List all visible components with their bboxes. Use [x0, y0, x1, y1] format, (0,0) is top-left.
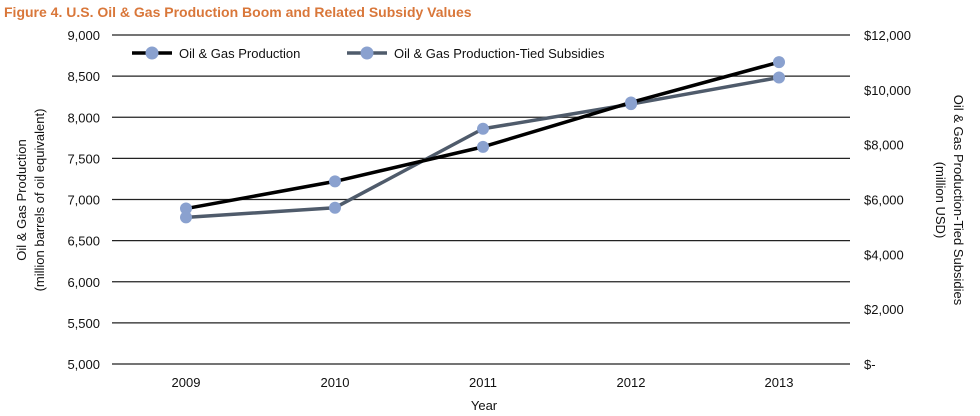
left-tick-label: 7,000 [67, 193, 100, 208]
data-point-production [329, 175, 341, 188]
right-tick-label: $12,000 [864, 28, 911, 43]
figure-title: Figure 4. U.S. Oil & Gas Production Boom… [4, 4, 472, 20]
data-point-production [625, 96, 637, 109]
x-axis-ticks: 2009 2010 2011 2012 2013 [172, 375, 794, 390]
legend-marker-subsidy [360, 46, 374, 60]
left-tick-label: 6,000 [67, 275, 100, 290]
data-point-production [477, 140, 489, 153]
legend-label-subsidy: Oil & Gas Production-Tied Subsidies [394, 46, 605, 61]
left-tick-label: 5,000 [67, 357, 100, 372]
data-point-subsidy [329, 201, 341, 214]
x-tick-label: 2009 [172, 375, 201, 390]
left-tick-label: 5,500 [67, 316, 100, 331]
left-tick-label: 8,000 [67, 110, 100, 125]
left-tick-label: 6,500 [67, 234, 100, 249]
left-axis-ticks: 5,000 5,500 6,000 6,500 7,000 7,500 8,000 8,500… [67, 28, 100, 372]
x-tick-label: 2011 [469, 375, 497, 390]
data-point-production [773, 56, 785, 69]
left-tick-label: 7,500 [67, 151, 100, 166]
x-tick-label: 2013 [765, 375, 794, 390]
gridlines [112, 34, 850, 365]
legend: Oil & Gas Production Oil & Gas Productio… [132, 46, 605, 61]
x-axis-title: Year [471, 398, 498, 413]
left-axis-title-line1: Oil & Gas Production [14, 139, 29, 260]
series-layer [180, 56, 785, 224]
right-tick-label: $4,000 [864, 247, 904, 262]
data-point-production [180, 202, 192, 215]
right-tick-label: $8,000 [864, 138, 904, 153]
right-tick-label: $6,000 [864, 193, 904, 208]
right-tick-label: $2,000 [864, 302, 904, 317]
right-tick-label: $- [864, 357, 876, 372]
left-tick-label: 8,500 [67, 69, 100, 84]
right-axis-title-line2: (million USD) [933, 162, 948, 239]
x-tick-label: 2012 [617, 375, 646, 390]
legend-marker-production [145, 46, 159, 60]
left-tick-label: 9,000 [67, 28, 100, 43]
data-point-subsidy [180, 211, 192, 224]
data-point-subsidy [477, 122, 489, 135]
x-tick-label: 2010 [321, 375, 350, 390]
right-axis-ticks: $- $2,000 $4,000 $6,000 $8,000 $10,000 $12,000 [864, 28, 911, 372]
series-line-production [185, 60, 780, 211]
right-axis-title-line1: Oil & Gas Production-Tied Subsidies [951, 95, 966, 306]
left-axis-title-line2: (million barrels of oil equivalent) [32, 109, 47, 292]
data-point-subsidy [773, 71, 785, 84]
legend-label-production: Oil & Gas Production [179, 46, 300, 61]
right-tick-label: $10,000 [864, 83, 911, 98]
